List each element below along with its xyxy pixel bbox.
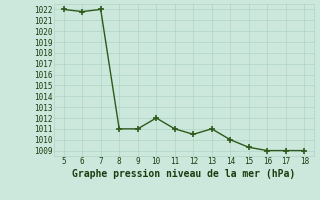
X-axis label: Graphe pression niveau de la mer (hPa): Graphe pression niveau de la mer (hPa) [72,169,296,179]
